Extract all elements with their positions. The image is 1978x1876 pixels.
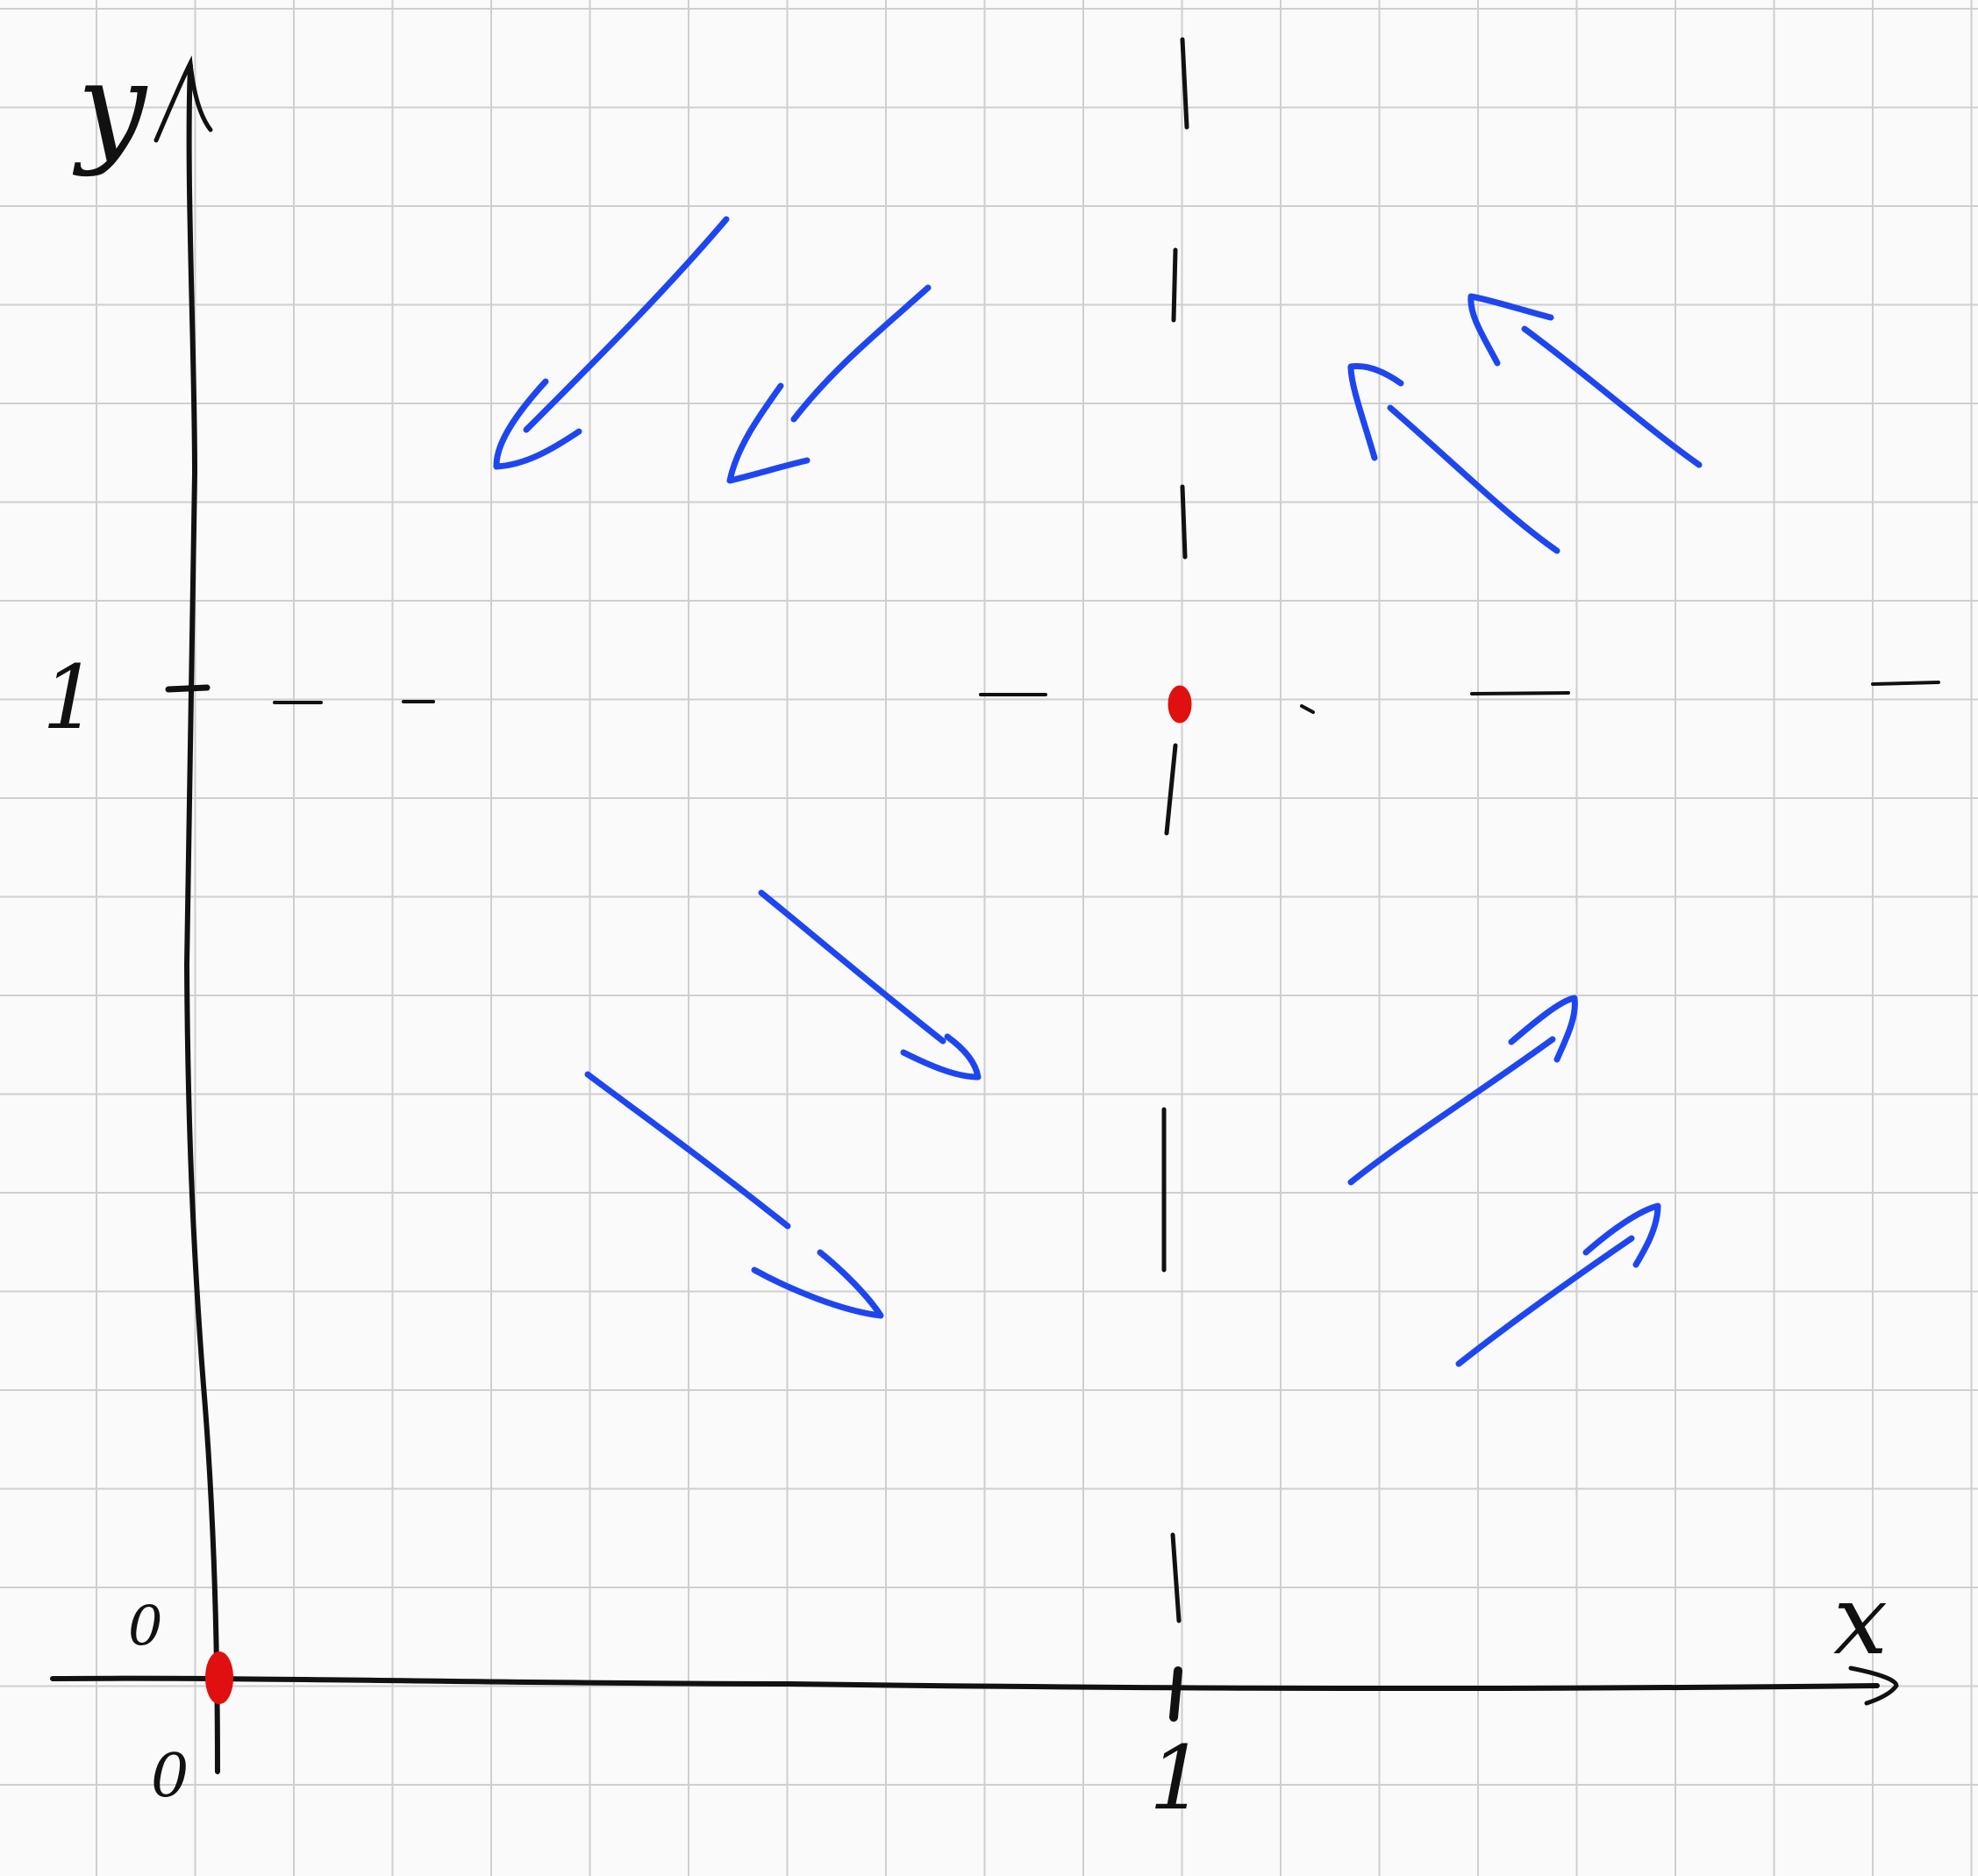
x-axis — [50, 1675, 1880, 1692]
arrow-down-left — [493, 216, 730, 470]
origin-label-bottom: 0 — [151, 1742, 189, 1811]
arrow-up-left — [1347, 362, 1560, 554]
arrow-up-left — [1467, 293, 1703, 468]
y-tick-mark — [165, 684, 211, 693]
labels: y x 0 0 1 1 — [42, 36, 1888, 1830]
arrow-up-right — [1347, 995, 1578, 1186]
y-axis-arrowhead — [154, 55, 213, 143]
y-tick-label: 1 — [42, 646, 98, 749]
equilibrium-point-1-1 — [1168, 685, 1192, 724]
equilibrium-point-origin — [205, 1651, 233, 1704]
nullcline-horizontal — [273, 681, 1940, 714]
equilibrium-points — [205, 685, 1192, 1704]
x-axis-label: x — [1833, 1564, 1888, 1676]
nullcline-vertical — [1161, 37, 1189, 1623]
y-axis-label: y — [72, 36, 148, 179]
origin-label-top: 0 — [128, 1594, 162, 1658]
arrow-up-right — [1455, 1202, 1661, 1367]
arrow-down-left — [726, 284, 932, 484]
x-tick-label: 1 — [1149, 1727, 1205, 1830]
direction-arrows — [493, 216, 1703, 1367]
arrow-down-right — [758, 889, 982, 1081]
y-axis — [183, 63, 220, 1774]
axes — [50, 55, 1899, 1774]
x-axis-arrowhead — [1848, 1666, 1899, 1706]
x-tick-mark — [1169, 1666, 1182, 1722]
arrow-down-right — [584, 1071, 884, 1319]
